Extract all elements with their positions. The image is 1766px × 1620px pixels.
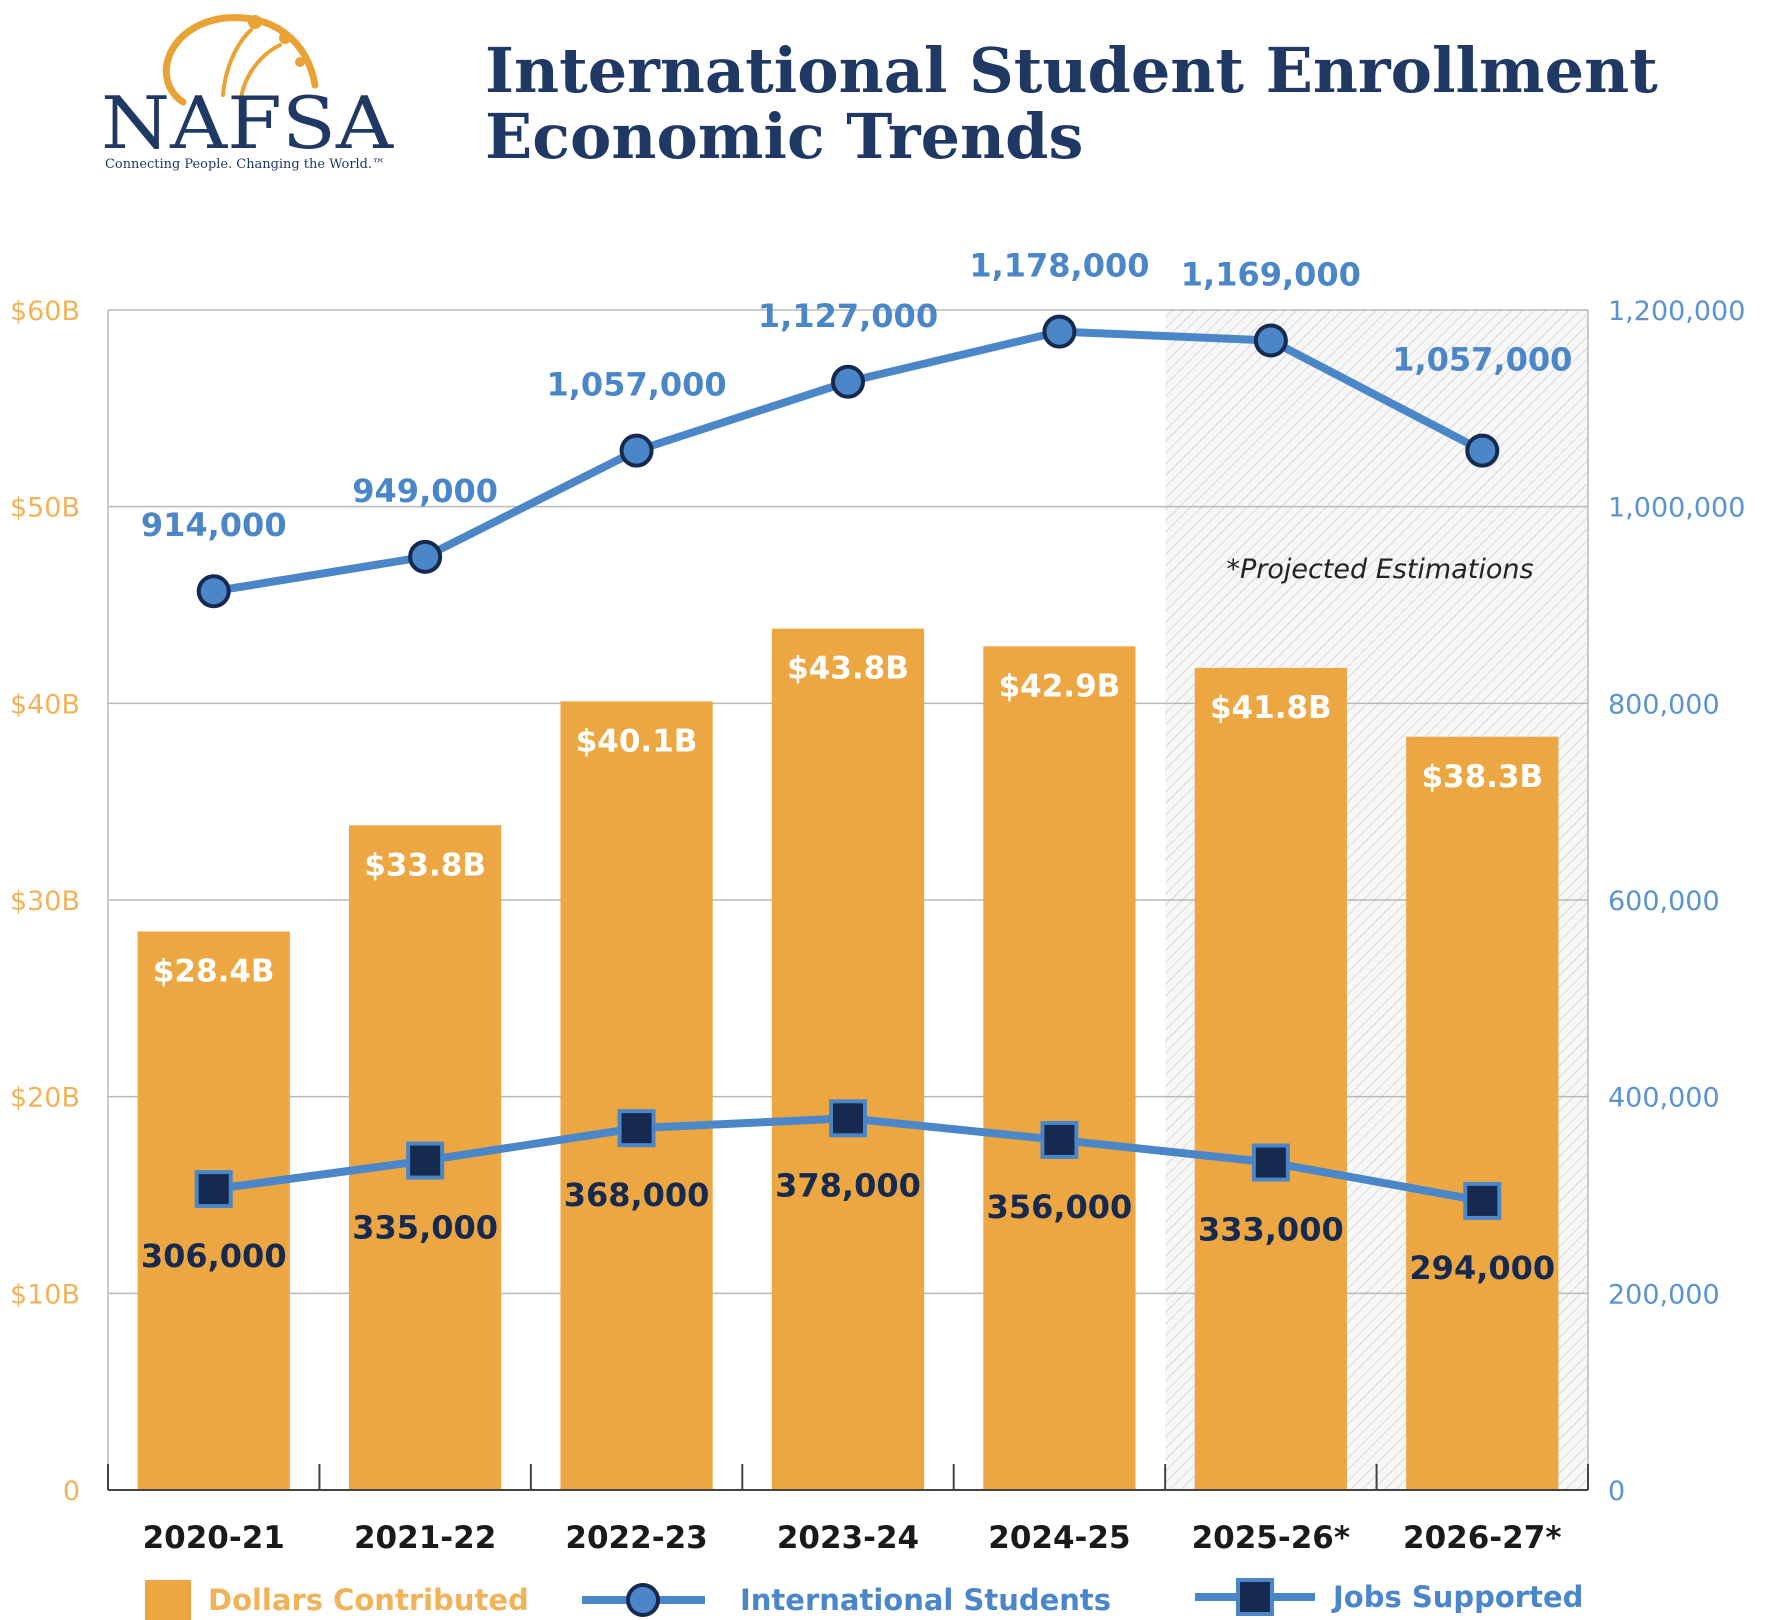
- students-value-label: 1,057,000: [546, 366, 726, 404]
- logo-figure-icon: [248, 15, 262, 29]
- legend-bar-swatch: [145, 1580, 191, 1620]
- jobs-value-label: 378,000: [775, 1166, 921, 1204]
- x-tick-label: 2020-21: [143, 1520, 285, 1556]
- x-tick-label: 2021-22: [354, 1520, 496, 1556]
- jobs-point: [1040, 1120, 1079, 1159]
- right-axis-tick-label: 200,000: [1608, 1279, 1720, 1310]
- data-labels: $28.4B $33.8B $40.1B $43.8B $42.9B $41.8B $38.…: [141, 247, 1573, 1287]
- left-axis-tick-label: $50B: [10, 493, 80, 524]
- bar-value-label: $38.3B: [1421, 759, 1543, 795]
- bar-value-label: $43.8B: [787, 651, 909, 687]
- students-point: [1042, 314, 1077, 349]
- bar-value-label: $28.4B: [153, 953, 275, 989]
- left-axis-tick-label: $40B: [10, 689, 80, 720]
- x-tick-label: 2026-27*: [1403, 1520, 1562, 1556]
- jobs-value-label: 306,000: [141, 1237, 287, 1275]
- students-point: [196, 574, 231, 609]
- students-point: [619, 433, 654, 468]
- right-axis-tick-label: 400,000: [1608, 1083, 1720, 1114]
- series-lines: [194, 314, 1502, 1220]
- bar-2023-24: [771, 628, 925, 1490]
- bar-2024-25: [983, 646, 1136, 1490]
- logo-wordmark: NAFSA: [101, 81, 394, 165]
- students-value-label: 1,169,000: [1181, 255, 1361, 293]
- jobs-value-label: 356,000: [987, 1188, 1133, 1226]
- jobs-value-label: 368,000: [564, 1176, 710, 1214]
- bar-2025-26*: [1194, 667, 1347, 1490]
- bar-value-label: $42.9B: [999, 668, 1121, 704]
- x-tick-label: 2025-26*: [1192, 1520, 1351, 1556]
- left-axis-tick-label: 0: [63, 1476, 80, 1507]
- legend-students-label: International Students: [740, 1583, 1111, 1617]
- nafsa-logo: NAFSA Connecting People. Changing the Wo…: [101, 14, 394, 172]
- bar-value-label: $41.8B: [1210, 690, 1332, 726]
- projected-note: *Projected Estimations: [1226, 554, 1533, 585]
- legend-students-marker-icon: [626, 1583, 660, 1617]
- bar-2026-27*: [1406, 736, 1559, 1490]
- bar-value-label: $33.8B: [364, 847, 486, 883]
- students-point: [1465, 433, 1500, 468]
- bar-2022-23: [560, 701, 713, 1490]
- legend-jobs-label: Jobs Supported: [1331, 1580, 1583, 1614]
- students-value-label: 1,057,000: [1392, 341, 1572, 379]
- jobs-value-label: 335,000: [352, 1209, 498, 1247]
- left-axis-tick-label: $60B: [10, 296, 80, 327]
- students-point: [1253, 323, 1288, 358]
- students-point: [831, 364, 865, 399]
- axes: 2020-21 2021-22 2022-23 2023-24 2024-25 2025-…: [10, 296, 1745, 1556]
- chart-title-line2: Economic Trends: [485, 100, 1084, 173]
- x-tick-label: 2023-24: [777, 1520, 919, 1556]
- right-axis-tick-label: 800,000: [1608, 689, 1720, 720]
- jobs-value-label: 294,000: [1409, 1249, 1555, 1287]
- students-value-label: 1,127,000: [758, 297, 938, 335]
- logo-swoosh-icon: [162, 14, 319, 106]
- jobs-point: [1463, 1181, 1502, 1220]
- jobs-point: [1251, 1143, 1290, 1182]
- x-tick-label: 2024-25: [988, 1520, 1130, 1556]
- right-axis-tick-label: 600,000: [1608, 886, 1720, 917]
- legend-dollars-label: Dollars Contributed: [208, 1583, 529, 1617]
- jobs-point: [194, 1170, 233, 1209]
- legend: Dollars Contributed International Student…: [145, 1578, 1583, 1620]
- bars-dollars-contributed: [137, 628, 1559, 1490]
- x-tick-label: 2022-23: [565, 1520, 707, 1556]
- legend-jobs-marker-icon: [1236, 1578, 1274, 1616]
- left-axis-tick-label: $20B: [10, 1083, 80, 1114]
- right-axis-tick-label: 0: [1608, 1476, 1625, 1507]
- jobs-value-label: 333,000: [1198, 1211, 1344, 1249]
- right-axis-tick-label: 1,000,000: [1608, 493, 1745, 524]
- logo-tagline: Connecting People. Changing the World.™: [105, 157, 385, 172]
- left-axis-tick-label: $30B: [10, 886, 80, 917]
- students-value-label: 1,178,000: [969, 247, 1149, 285]
- right-axis-tick-label: 1,200,000: [1608, 296, 1745, 327]
- jobs-point: [406, 1141, 445, 1180]
- students-value-label: 914,000: [141, 506, 287, 544]
- jobs-point: [617, 1109, 656, 1148]
- jobs-point: [829, 1099, 867, 1138]
- bar-2020-21: [137, 931, 290, 1490]
- left-axis-tick-label: $10B: [10, 1279, 80, 1310]
- chart-title-line1: International Student Enrollment: [485, 34, 1658, 107]
- students-point: [408, 539, 443, 574]
- students-value-label: 949,000: [352, 472, 498, 510]
- bar-value-label: $40.1B: [576, 723, 698, 759]
- chart-title: International Student Enrollment Economi…: [485, 38, 1658, 170]
